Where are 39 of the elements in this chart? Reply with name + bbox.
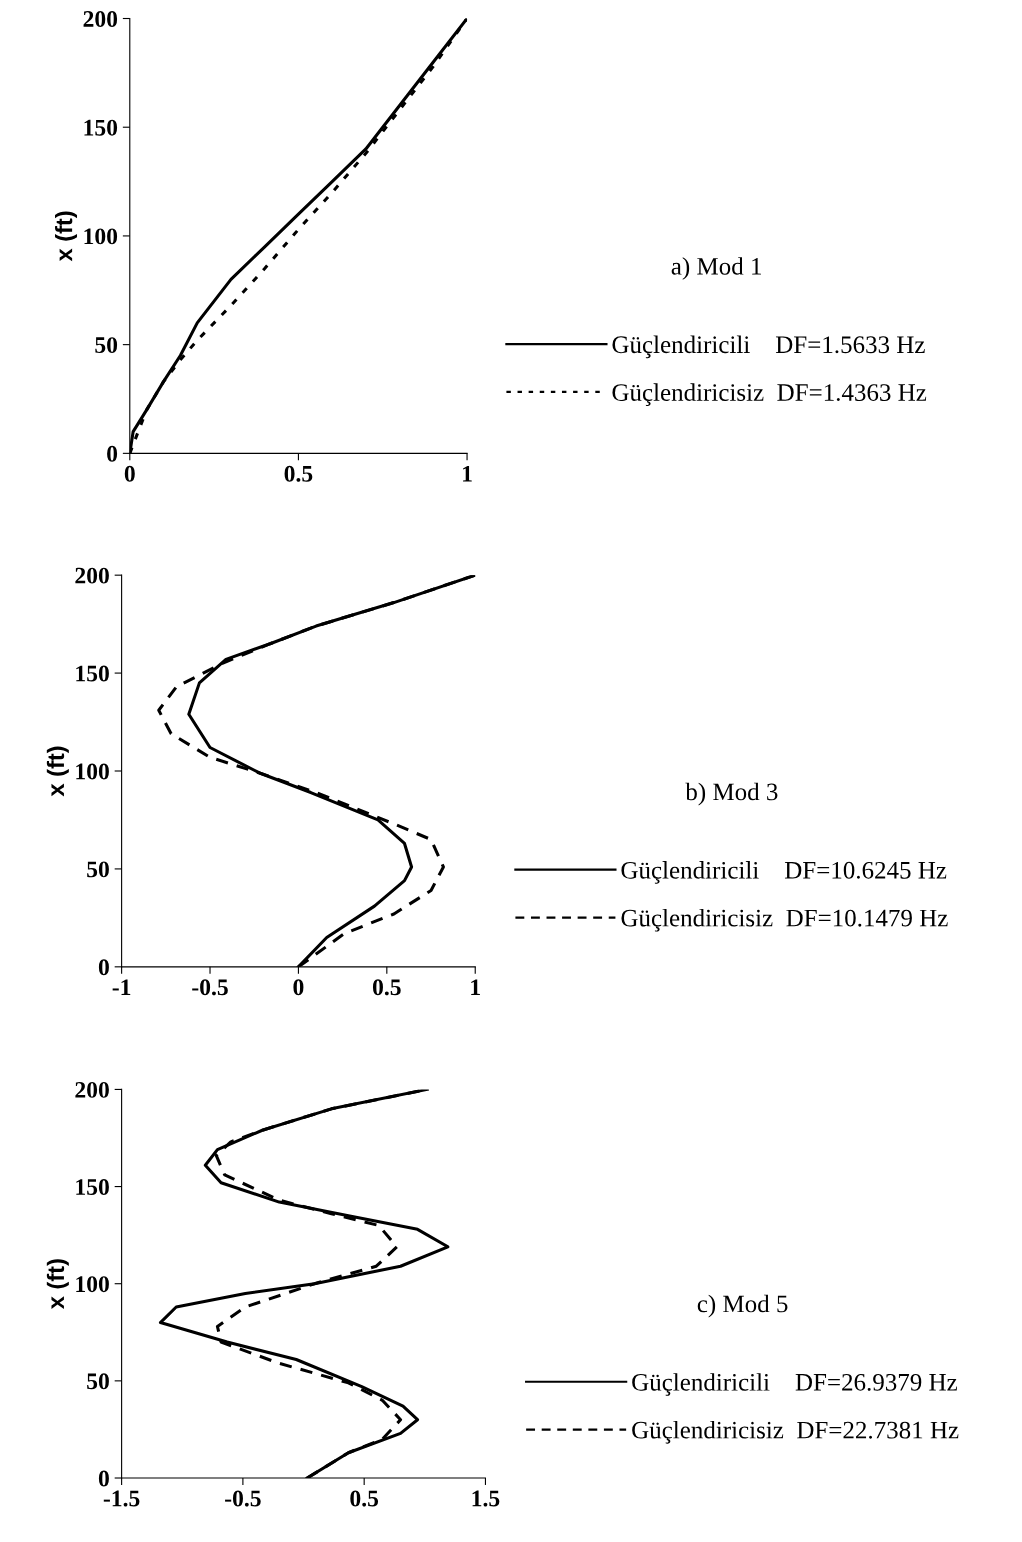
legend-label: Güçlendiricili DF=1.5633 Hz bbox=[612, 335, 925, 359]
y-tick-label: 0 bbox=[107, 445, 118, 462]
y-tick-label: 150 bbox=[76, 1179, 109, 1195]
x-tick-label: 0.5 bbox=[350, 1490, 379, 1507]
legend-label: Güçlendiricili DF=26.9379 Hz bbox=[632, 1373, 957, 1396]
x-tick-label: -1.5 bbox=[103, 1490, 140, 1507]
y-tick-label: 100 bbox=[84, 228, 118, 245]
y-tick-label: 50 bbox=[87, 861, 109, 878]
legend-label: Güçlendiricili DF=10.6245 Hz bbox=[621, 861, 947, 884]
y-tick-label: 0 bbox=[98, 1470, 109, 1487]
y-tick-label: 200 bbox=[75, 567, 109, 584]
y-tick-label: 0 bbox=[98, 959, 109, 976]
y-axis-title: x (ft) bbox=[46, 1259, 69, 1310]
x-tick-label: 0 bbox=[293, 979, 304, 996]
x-tick-label: 1 bbox=[471, 979, 480, 996]
y-tick-label: 100 bbox=[76, 763, 109, 780]
y-tick-label: 150 bbox=[84, 119, 118, 136]
y-axis-title: x (ft) bbox=[46, 746, 69, 797]
y-tick-label: 200 bbox=[75, 1081, 109, 1098]
x-tick-label: 1 bbox=[463, 465, 472, 482]
y-tick-label: 100 bbox=[76, 1276, 109, 1293]
legend-title: a) Mod 1 bbox=[671, 257, 761, 280]
x-tick-label: 0.5 bbox=[372, 979, 401, 996]
legend-title: c) Mod 5 bbox=[697, 1294, 788, 1318]
x-tick-label: 0 bbox=[124, 465, 135, 482]
x-tick-label: 0.5 bbox=[284, 465, 313, 482]
legend-label: Güçlendiricisiz DF=22.7381 Hz bbox=[632, 1420, 959, 1444]
y-tick-label: 200 bbox=[83, 10, 118, 27]
x-tick-label: -0.5 bbox=[192, 979, 228, 996]
y-tick-label: 50 bbox=[95, 337, 118, 354]
legend-title: b) Mod 3 bbox=[685, 782, 778, 806]
y-axis-title: x (ft) bbox=[55, 211, 78, 262]
legend-label: Güçlendiricisiz DF=1.4363 Hz bbox=[612, 383, 927, 407]
y-tick-label: 50 bbox=[87, 1373, 109, 1390]
y-tick-label: 150 bbox=[76, 665, 109, 682]
legend-label: Güçlendiricisiz DF=10.1479 Hz bbox=[621, 908, 948, 932]
x-tick-label: -1 bbox=[112, 979, 131, 996]
x-tick-label: 1.5 bbox=[472, 1490, 500, 1507]
x-tick-label: -0.5 bbox=[225, 1490, 261, 1507]
